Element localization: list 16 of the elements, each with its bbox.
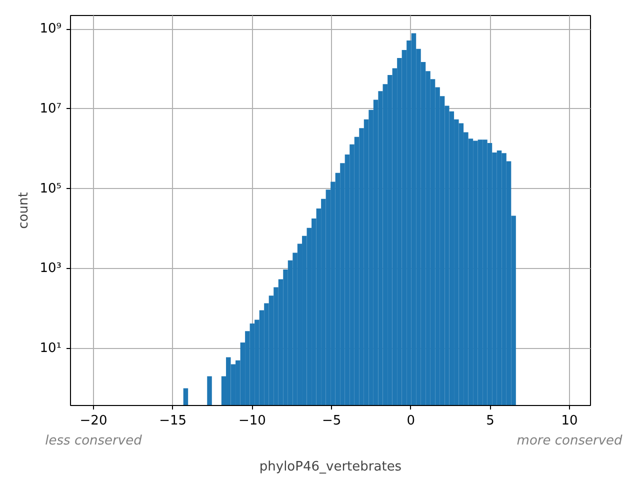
y-tick-label: 10¹	[40, 340, 62, 356]
x-tick-label: −5	[322, 414, 342, 428]
x-tick-label: −10	[238, 414, 266, 428]
x-tick-label: 5	[486, 414, 494, 428]
y-tick-label: 10⁷	[40, 101, 62, 116]
x-axis-title: phyloP46_vertebrates	[259, 460, 402, 474]
text: less conserved	[45, 434, 143, 448]
x-tick-label: −20	[80, 414, 108, 428]
y-tick-label: 10⁹	[40, 22, 62, 37]
x-tick-label: −15	[159, 414, 187, 428]
y-tick-label: 10⁵	[40, 181, 62, 196]
text: more conserved	[516, 434, 624, 448]
y-axis-title: count	[16, 192, 32, 229]
x-tick-label: 10	[561, 414, 578, 428]
x-tick-label: 0	[406, 414, 416, 428]
y-tick-label: 10³	[40, 261, 62, 276]
